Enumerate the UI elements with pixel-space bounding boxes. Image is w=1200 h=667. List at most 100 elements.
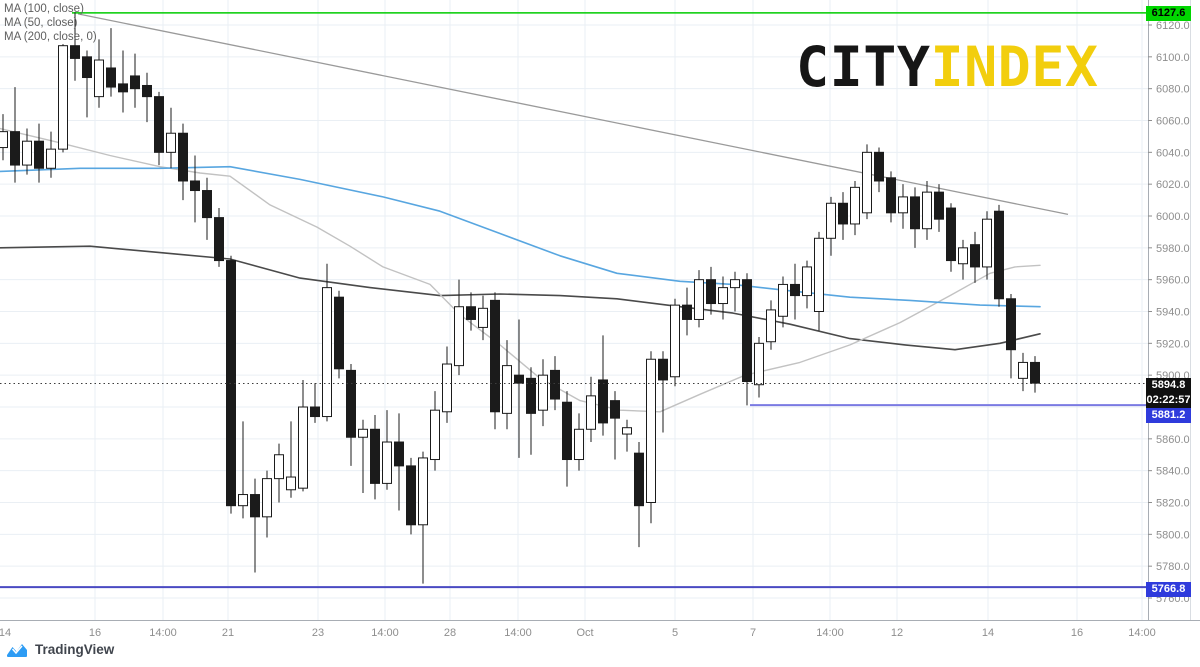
price-tick-label: 5860.0 xyxy=(1156,434,1190,446)
candle-body xyxy=(430,409,440,461)
candle-body xyxy=(82,56,92,79)
candle-body xyxy=(1018,361,1028,379)
cityindex-watermark-index: INDEX xyxy=(930,35,1099,99)
candle-body xyxy=(502,365,512,414)
candle-body xyxy=(718,287,728,305)
descending-trendline[interactable] xyxy=(77,13,1069,216)
candle-body xyxy=(0,131,8,149)
candle-body xyxy=(118,83,128,93)
candle-body xyxy=(466,306,476,320)
candle-body xyxy=(562,401,572,461)
candle-body xyxy=(742,279,752,383)
time-tick-label: 14 xyxy=(0,627,11,639)
time-tick-label: 12 xyxy=(891,627,903,639)
candle-body xyxy=(802,266,812,297)
tradingview-label: TradingView xyxy=(35,642,115,657)
price-tick-label: 6040.0 xyxy=(1156,147,1190,159)
candle-body xyxy=(574,428,584,461)
price-tick-label: 6120.0 xyxy=(1156,20,1190,32)
candle-body xyxy=(46,148,56,169)
candle-body xyxy=(154,96,164,153)
candle-body xyxy=(322,287,332,418)
ma100-legend-label[interactable]: MA (100, close) xyxy=(4,3,84,15)
countdown-badge: 02:22:57 xyxy=(1146,392,1191,408)
candle-body xyxy=(274,454,284,480)
candle-body xyxy=(994,210,1004,300)
candle-body xyxy=(394,441,404,467)
candle-body xyxy=(310,406,320,418)
candle-body xyxy=(622,427,632,435)
candle-body xyxy=(706,279,716,305)
time-tick-label: 16 xyxy=(89,627,101,639)
time-tick-label: 14:00 xyxy=(371,627,399,639)
price-tick-label: 5820.0 xyxy=(1156,498,1190,510)
price-axis-panel xyxy=(1148,0,1200,620)
candle-body xyxy=(970,244,980,268)
support-level-badge: 5766.8 xyxy=(1146,581,1191,597)
candle-body xyxy=(982,218,992,268)
candle-body xyxy=(166,132,176,153)
candle-body xyxy=(262,478,272,518)
time-tick-label: 16 xyxy=(1071,627,1083,639)
price-tick-label: 5800.0 xyxy=(1156,529,1190,541)
candle-body xyxy=(682,304,692,320)
price-tick-label: 6100.0 xyxy=(1156,52,1190,64)
candle-body xyxy=(658,358,668,381)
time-tick-label: 7 xyxy=(750,627,756,639)
tradingview-attribution[interactable]: TradingView xyxy=(6,642,114,657)
candle-body xyxy=(754,342,764,386)
candle-body xyxy=(850,186,860,225)
price-tick-label: 5980.0 xyxy=(1156,243,1190,255)
candle-body xyxy=(10,131,20,166)
high-level-badge: 6127.6 xyxy=(1146,5,1191,21)
candle-body xyxy=(814,237,824,313)
price-tick-label: 5940.0 xyxy=(1156,307,1190,319)
candle-body xyxy=(826,202,836,239)
ma-200-line[interactable] xyxy=(0,245,1041,351)
time-axis[interactable]: 14 16 14:00 21 23 14:00 28 14:00 Oct 5 7 14:00 12 14 1… xyxy=(0,627,1156,639)
candle-body xyxy=(202,190,212,219)
time-tick-label: 14:00 xyxy=(149,627,177,639)
price-tick-label: 5960.0 xyxy=(1156,275,1190,287)
candle-body xyxy=(910,196,920,230)
ma200-legend-label[interactable]: MA (200, close, 0) xyxy=(4,31,97,43)
candle-body xyxy=(1006,298,1016,351)
time-tick-label: 28 xyxy=(444,627,456,639)
indicator-legend: MA (100, close) MA (50, close) MA (200, … xyxy=(4,2,97,44)
ma-50-line[interactable] xyxy=(0,127,1041,413)
cityindex-watermark-city: CITY xyxy=(796,35,931,99)
candle-body xyxy=(286,476,296,491)
candle-body xyxy=(94,59,104,98)
candle-body xyxy=(250,494,260,518)
candle-body xyxy=(214,217,224,262)
candle-body xyxy=(778,283,788,317)
candle-body xyxy=(886,177,896,214)
candle-body xyxy=(874,151,884,182)
candle-body xyxy=(478,307,488,328)
price-tick-label: 5780.0 xyxy=(1156,561,1190,573)
candle-body xyxy=(514,374,524,384)
candle-body xyxy=(106,67,116,88)
candle-body xyxy=(862,151,872,214)
ma50-legend-label[interactable]: MA (50, close) xyxy=(4,17,78,29)
candle-body xyxy=(490,299,500,413)
time-tick-label: 23 xyxy=(312,627,324,639)
alert-level-badge: 5881.2 xyxy=(1146,407,1191,423)
cityindex-watermark: CITYINDEX xyxy=(796,40,1099,95)
time-tick-label: 14:00 xyxy=(1128,627,1156,639)
candle-body xyxy=(442,363,452,413)
ma-100-line[interactable] xyxy=(0,165,1041,308)
candle-body xyxy=(418,457,428,526)
time-tick-label: 21 xyxy=(222,627,234,639)
candle-body xyxy=(142,84,152,98)
candlesticks[interactable] xyxy=(0,12,1040,584)
time-tick-label: Oct xyxy=(576,627,593,639)
candle-body xyxy=(178,132,188,182)
price-tick-label: 5920.0 xyxy=(1156,338,1190,350)
price-axis[interactable]: 6120.0 6100.0 6080.0 6060.0 6040.0 6020.0 6000… xyxy=(1148,20,1190,605)
candle-body xyxy=(298,406,308,489)
candle-body xyxy=(958,247,968,265)
candle-body xyxy=(610,400,620,419)
